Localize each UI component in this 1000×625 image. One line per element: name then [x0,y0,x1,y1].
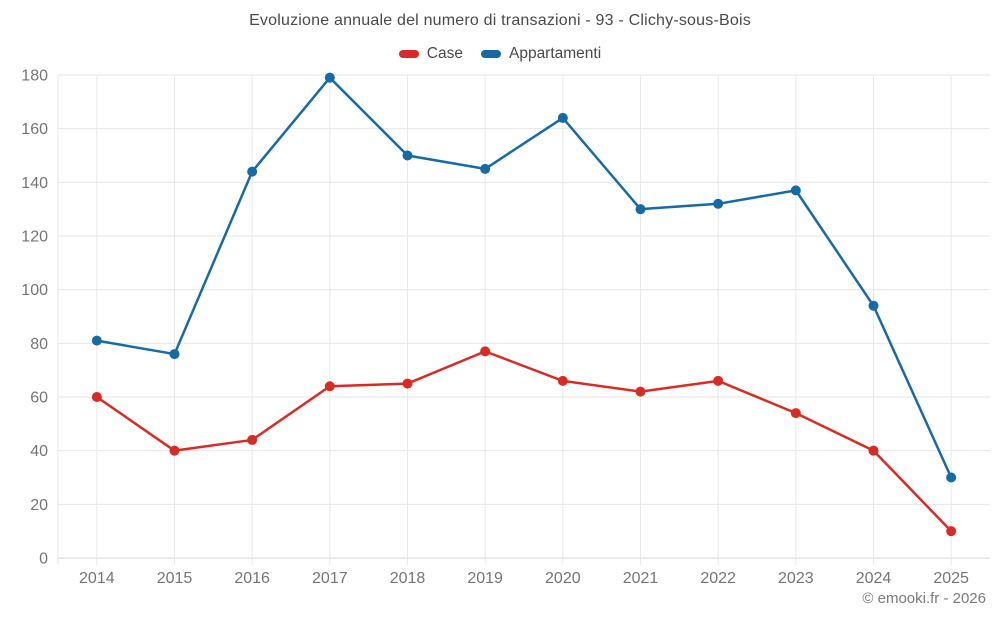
series-line-case [95,350,953,533]
data-point-case-2015 [169,445,180,456]
x-axis-tick-label: 2022 [700,570,736,587]
legend-item-case[interactable]: Case [398,45,463,63]
x-axis-tick-label: 2014 [79,570,115,587]
data-point-case-2018 [402,378,413,389]
x-axis-tick-label: 2021 [623,570,659,587]
x-axis-tick-label: 2018 [390,570,426,587]
data-point-case-2025 [946,526,957,537]
chart-legend: Case Appartamenti [0,45,1000,63]
data-point-appartamenti-2017 [324,72,335,83]
copyright-watermark: © emooki.fr - 2026 [862,590,986,607]
y-axis-tick-label: 20 [30,497,48,514]
data-point-case-2024 [868,445,879,456]
data-point-appartamenti-2014 [91,335,102,346]
data-point-case-2019 [480,346,491,357]
data-point-case-2023 [790,408,801,419]
y-axis-tick-label: 60 [30,390,48,407]
x-axis-tick-label: 2019 [467,570,503,587]
case-series-marker-icon [398,50,419,58]
y-axis-tick-label: 80 [30,336,48,353]
data-point-case-2016 [247,434,258,445]
y-axis-tick-label: 180 [21,68,48,85]
data-point-appartamenti-2022 [713,198,724,209]
data-point-appartamenti-2019 [480,163,491,174]
data-point-appartamenti-2021 [635,204,646,215]
y-axis-tick-label: 140 [21,175,48,192]
data-point-case-2020 [557,375,568,386]
y-axis-tick-label: 100 [21,282,48,299]
x-axis-tick-label: 2017 [312,570,348,587]
x-axis-tick-label: 2020 [545,570,581,587]
series-line-appartamenti [95,76,953,479]
x-axis-tick-label: 2025 [933,570,969,587]
data-point-case-2022 [713,375,724,386]
legend-label-appartamenti: Appartamenti [508,45,602,62]
x-axis-tick-label: 2016 [234,570,270,587]
data-point-appartamenti-2016 [247,166,258,177]
legend-item-appartamenti[interactable]: Appartamenti [480,45,602,63]
data-point-appartamenti-2015 [169,349,180,360]
y-axis-tick-label: 120 [21,229,48,246]
data-point-appartamenti-2018 [402,150,413,161]
chart-title: Evoluzione annuale del numero di transaz… [249,12,751,29]
data-point-case-2021 [635,386,646,397]
data-point-appartamenti-2025 [946,472,957,483]
y-axis-tick-label: 0 [39,551,48,568]
appartamenti-series-marker-icon [480,50,501,58]
data-point-case-2017 [324,381,335,392]
data-point-appartamenti-2020 [557,112,568,123]
data-point-appartamenti-2023 [790,185,801,196]
data-point-case-2014 [91,392,102,402]
x-axis-tick-label: 2015 [157,570,193,587]
y-axis-tick-label: 40 [30,443,48,460]
x-axis-tick-label: 2024 [856,570,892,587]
data-point-appartamenti-2024 [868,300,879,311]
y-axis-tick-label: 160 [21,121,48,138]
legend-label-case: Case [426,45,463,62]
x-axis-tick-label: 2023 [778,570,814,587]
